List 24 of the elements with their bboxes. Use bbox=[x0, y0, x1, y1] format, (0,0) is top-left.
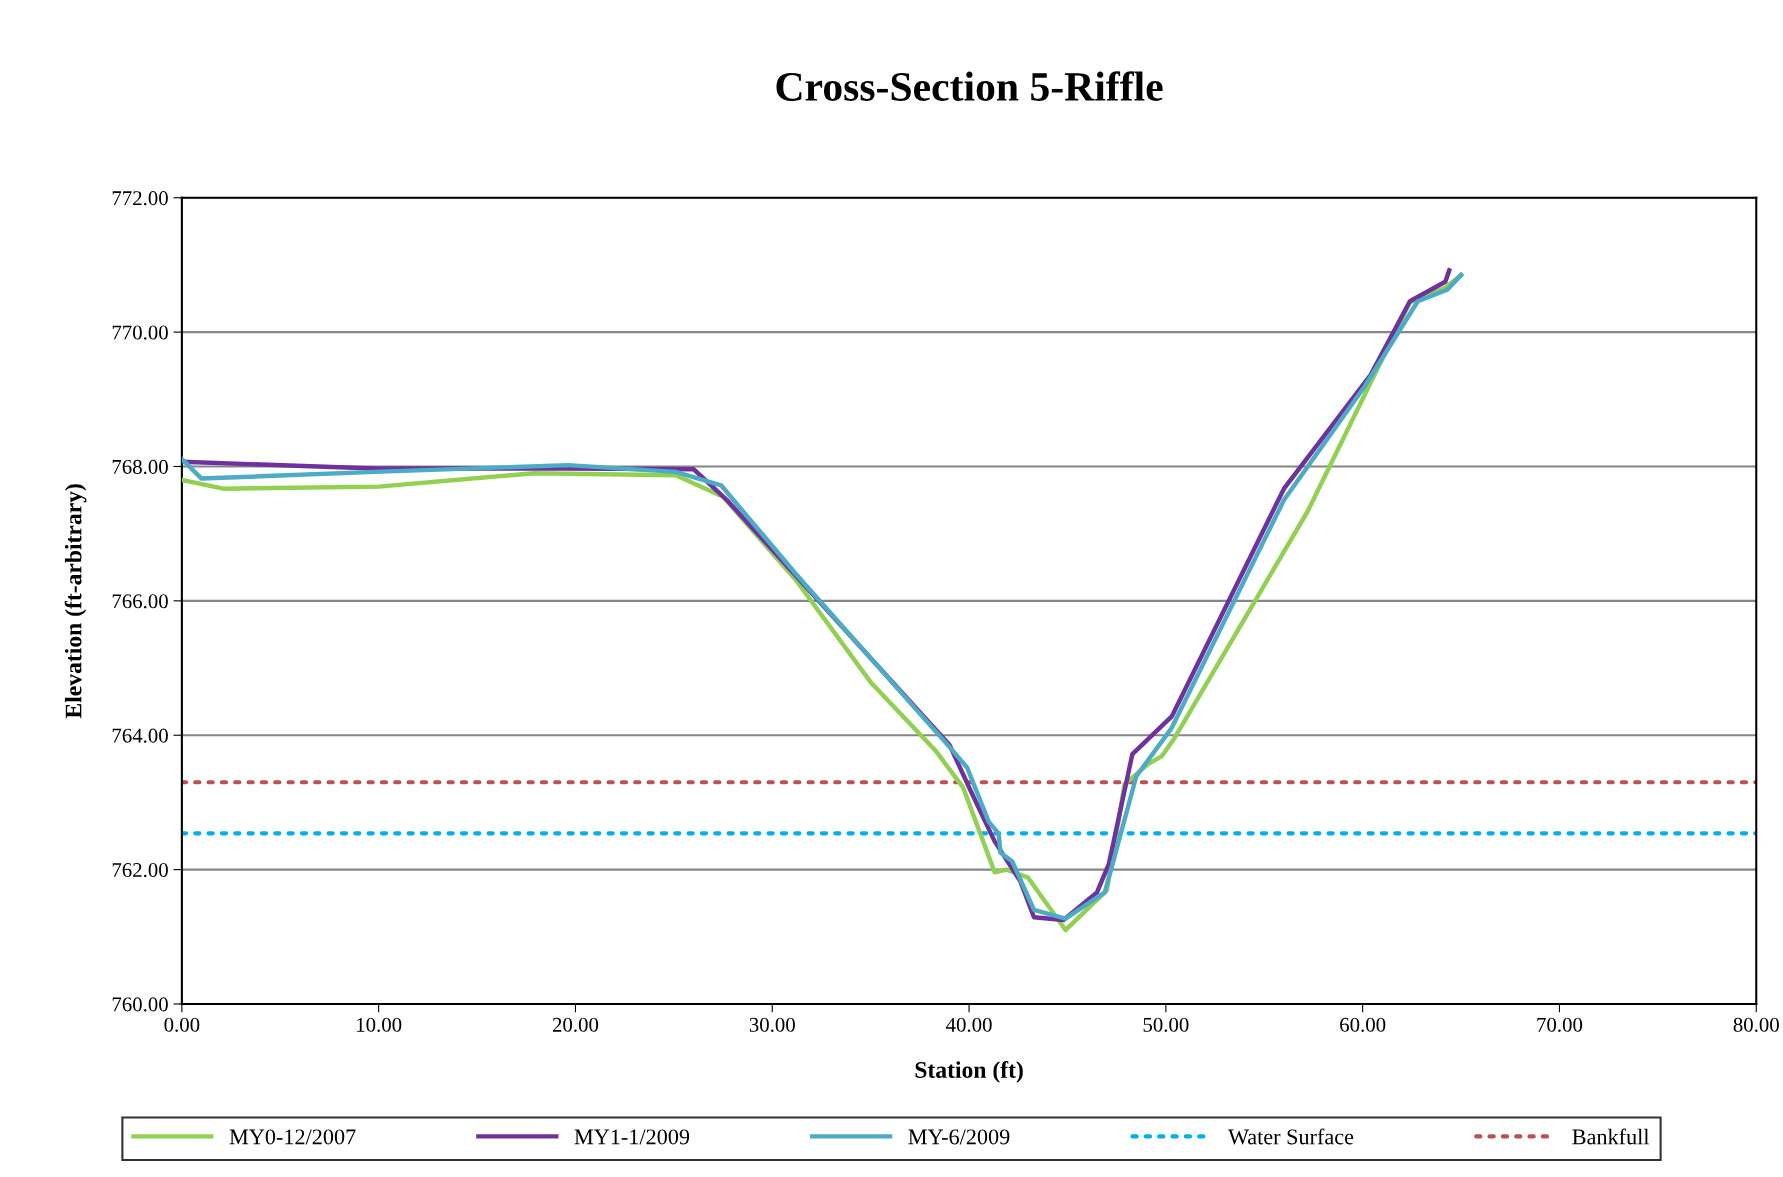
y-axis-title: Elevation (ft-arbitrary) bbox=[64, 484, 87, 719]
x-tick-label: 50.00 bbox=[1143, 1017, 1189, 1032]
y-tick-label: 760.00 bbox=[112, 997, 168, 1012]
y-tick-label: 766.00 bbox=[112, 594, 168, 609]
x-tick-label: 30.00 bbox=[749, 1017, 795, 1032]
legend-label: Bankfull bbox=[1572, 1128, 1650, 1145]
chart-title: Cross-Section 5-Riffle bbox=[776, 71, 1163, 101]
x-tick-label: 80.00 bbox=[1733, 1017, 1779, 1032]
legend-label: MY-6/2009 bbox=[908, 1129, 1010, 1145]
x-tick-label: 20.00 bbox=[552, 1017, 599, 1032]
x-tick-label: 10.00 bbox=[357, 1017, 402, 1032]
legend-label: Water Surface bbox=[1228, 1128, 1354, 1145]
x-tick-label: 60.00 bbox=[1340, 1017, 1386, 1032]
y-tick-label: 770.00 bbox=[112, 325, 168, 340]
x-tick-label: 0.00 bbox=[164, 1017, 200, 1032]
y-tick-label: 762.00 bbox=[112, 862, 168, 878]
x-tick-label: 70.00 bbox=[1537, 1017, 1583, 1032]
x-axis-title: Station (ft) bbox=[915, 1061, 1023, 1083]
y-tick-label: 768.00 bbox=[112, 459, 168, 475]
legend-label: MY1-1/2009 bbox=[574, 1129, 690, 1145]
legend-label: MY0-12/2007 bbox=[229, 1129, 356, 1145]
x-tick-label: 40.00 bbox=[946, 1017, 992, 1032]
y-tick-label: 772.00 bbox=[112, 191, 168, 206]
y-tick-label: 764.00 bbox=[112, 728, 168, 743]
